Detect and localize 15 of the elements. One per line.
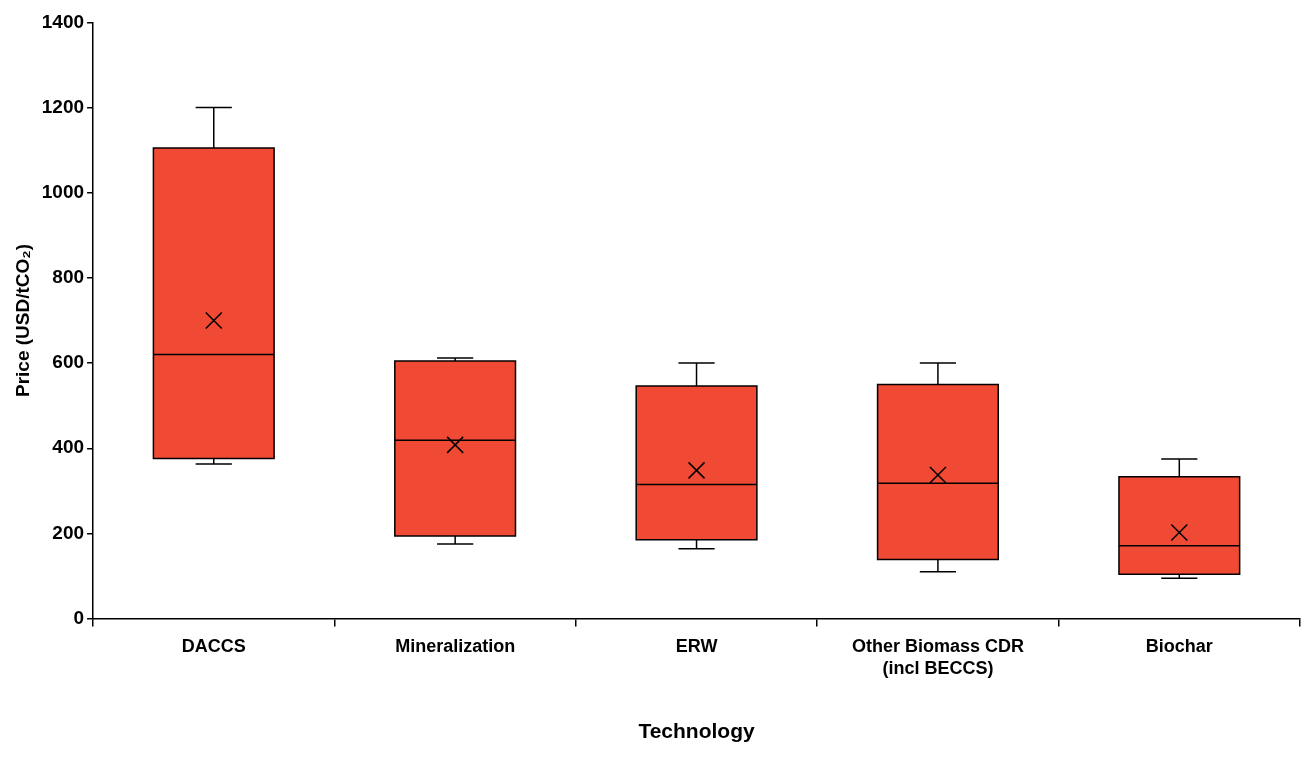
x-tick-label: ERW — [675, 636, 718, 657]
y-tick-label: 600 — [52, 351, 85, 373]
y-tick-label: 800 — [52, 266, 85, 288]
x-tick-label: Mineralization — [395, 636, 516, 657]
x-tick-label: Biochar — [1145, 636, 1213, 657]
x-tick-label: Other Biomass CDR (incl BECCS) — [851, 636, 1024, 678]
x-tick-label: DACCS — [181, 636, 246, 657]
y-tick-label: 200 — [52, 521, 85, 543]
y-tick-label: 1400 — [41, 10, 85, 32]
y-tick-label: 1200 — [41, 95, 85, 117]
y-tick-label: 0 — [73, 606, 85, 628]
y-tick-label: 1000 — [41, 180, 85, 202]
y-tick-label: 400 — [52, 436, 85, 458]
y-axis-title: Price (USD/tCO₂) — [11, 243, 33, 398]
x-axis-title: Technology — [638, 719, 755, 743]
